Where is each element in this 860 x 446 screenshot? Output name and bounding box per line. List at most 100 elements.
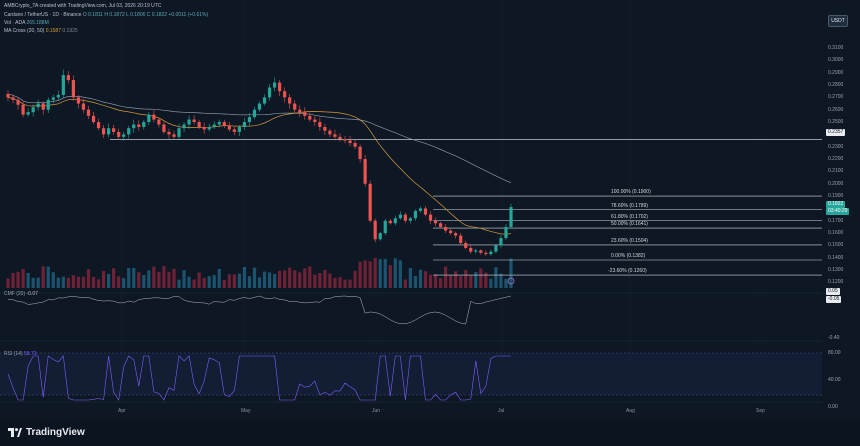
price-axis-label: 0.1500 <box>828 242 844 249</box>
fib-level-label: 100.00% (0.1900) <box>611 189 651 196</box>
volume-bar <box>142 274 146 288</box>
volume-bar <box>303 268 307 288</box>
candle-body <box>187 119 191 125</box>
candle-body <box>423 208 428 215</box>
candle-body <box>56 94 60 98</box>
candle-body <box>393 218 397 224</box>
candle-body <box>323 126 327 131</box>
candle-body <box>127 128 131 135</box>
candle-body <box>91 115 96 123</box>
candle-body <box>272 82 277 88</box>
volume-bar <box>101 270 106 288</box>
fib-level-label: 78.60% (0.1789) <box>611 202 648 209</box>
footer-bar <box>0 420 860 446</box>
candle-body <box>6 94 10 98</box>
candle-body <box>298 109 302 113</box>
volume-bar <box>187 276 191 288</box>
time-axis-label: Jul <box>498 408 505 414</box>
candle-body <box>107 128 111 135</box>
ma-slow-line <box>7 93 512 184</box>
volume-bar <box>509 258 513 288</box>
volume-bar <box>177 279 181 288</box>
candle-body <box>112 128 116 132</box>
volume-bar <box>449 275 453 288</box>
candle-body <box>278 82 282 92</box>
candle-body <box>413 210 418 219</box>
candle-body <box>474 250 478 252</box>
candle-body <box>313 119 317 123</box>
candle-body <box>398 214 402 219</box>
candle-body <box>343 139 347 141</box>
fib-level-label: 61.80% (0.1702) <box>611 213 648 220</box>
volume-bar <box>293 270 297 288</box>
volume-bar <box>212 275 216 288</box>
volume-bar <box>308 266 312 288</box>
volume-bar <box>202 277 206 288</box>
candle-body <box>132 124 136 129</box>
fib-level-label: 23.60% (0.1504) <box>611 237 648 244</box>
rsi-axis-40: 40.00 <box>828 377 841 383</box>
volume-bar <box>283 270 287 288</box>
tradingview-logo: TradingView <box>8 427 85 438</box>
volume-bar <box>504 278 508 288</box>
volume-bar <box>423 271 428 288</box>
candle-body <box>459 235 463 243</box>
volume-bar <box>413 276 418 288</box>
candle-body <box>242 122 247 127</box>
candle-body <box>464 242 468 248</box>
candle-body <box>257 103 262 110</box>
volume-bar <box>494 267 498 288</box>
created-by-line: AMBCrypto_TA created with TradingView.co… <box>4 3 162 9</box>
alert-marker <box>507 277 515 285</box>
volume-bar <box>46 266 50 288</box>
candle-body <box>147 114 151 123</box>
volume-bar <box>499 273 503 288</box>
currency-button[interactable]: USDT <box>828 15 848 27</box>
candle-body <box>96 122 101 129</box>
volume-bar <box>127 267 131 288</box>
candle-body <box>318 122 322 127</box>
volume-bar <box>172 268 176 288</box>
candle-body <box>418 208 423 211</box>
price-axis-label: 0.1900 <box>828 193 844 200</box>
candle-body <box>378 233 382 240</box>
candlesticks <box>6 69 513 257</box>
volume-bar <box>388 265 392 288</box>
candle-body <box>293 103 297 110</box>
candle-body <box>408 218 412 221</box>
candle-body <box>368 183 372 221</box>
candle-body <box>333 134 337 137</box>
volume-bar <box>408 268 412 288</box>
candle-body <box>353 143 357 147</box>
candle-body <box>489 251 493 255</box>
candle-body <box>71 80 75 98</box>
volume-bar <box>358 261 362 288</box>
candle-body <box>36 103 40 108</box>
candle-body <box>247 117 252 123</box>
time-axis-label: May <box>241 408 251 414</box>
candle-body <box>197 122 201 127</box>
candle-body <box>252 109 257 118</box>
volume-bar <box>41 266 45 288</box>
cmf-tag-positive: 0.05 <box>826 288 840 295</box>
candle-body <box>117 131 121 137</box>
volume-bar <box>137 272 141 288</box>
volume-bar <box>167 271 171 288</box>
candle-body <box>348 140 352 144</box>
cmf-axis-label: -0.40 <box>828 335 840 341</box>
candle-body <box>499 238 503 246</box>
candle-body <box>504 226 508 239</box>
volume-legend: Vol · ADA 265.188M <box>4 20 49 26</box>
candle-body <box>358 146 362 160</box>
volume-bar <box>333 277 337 288</box>
volume-bar <box>11 272 15 288</box>
candle-body <box>288 97 292 104</box>
candle-body <box>338 136 342 140</box>
countdown-tag: 03:40:29 <box>826 208 850 215</box>
volume-bar <box>222 279 226 288</box>
brand-name: TradingView <box>26 427 85 438</box>
volume-bar <box>262 271 267 288</box>
volume-bar <box>96 279 101 288</box>
tradingview-logo-icon <box>8 428 22 437</box>
